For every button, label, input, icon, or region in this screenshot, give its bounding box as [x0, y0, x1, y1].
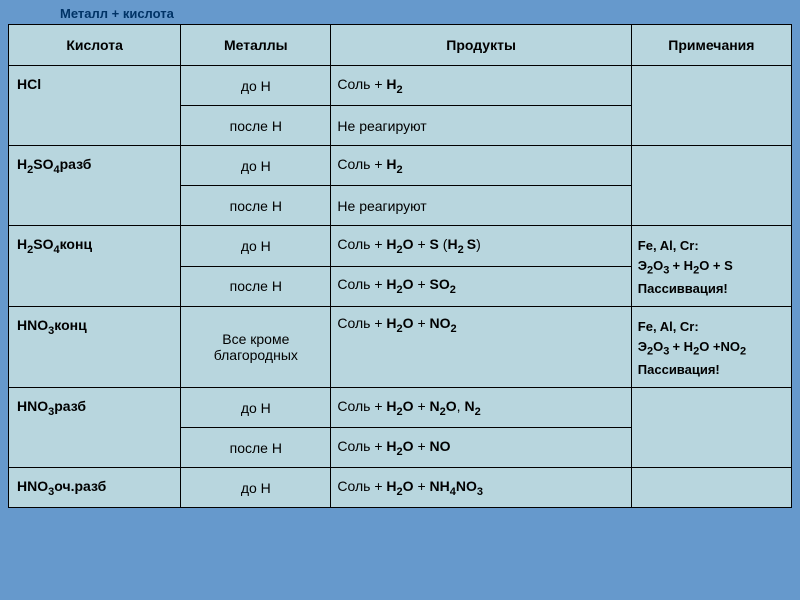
cell-note: [631, 146, 791, 226]
cell-note: [631, 66, 791, 146]
cell-acid: HCl: [9, 66, 181, 146]
cell-product: Соль + H2: [331, 66, 631, 106]
cell-product: Соль + H2O + SO2: [331, 266, 631, 307]
cell-metal: до Н: [181, 226, 331, 267]
cell-metal: до Н: [181, 468, 331, 508]
page-title: Металл + кислота: [60, 6, 792, 21]
cell-metal: после Н: [181, 266, 331, 307]
cell-metal: Все кроме благородных: [181, 307, 331, 388]
table-row: HNO3разбдо НСоль + H2O + N2O, N2: [9, 388, 792, 428]
cell-note: Fe, Al, Cr:Э2О3 + H2O +NO2Пассивация!: [631, 307, 791, 388]
cell-product: Соль + H2O + S (H2 S): [331, 226, 631, 267]
cell-metal: после Н: [181, 428, 331, 468]
cell-acid: H2SO4разб: [9, 146, 181, 226]
header-row: Кислота Металлы Продукты Примечания: [9, 25, 792, 66]
cell-product: Соль + H2O + NH4NO3: [331, 468, 631, 508]
cell-product: Не реагируют: [331, 106, 631, 146]
cell-product: Соль + H2O + NO2: [331, 307, 631, 388]
cell-note: [631, 388, 791, 468]
cell-acid: HNO3конц: [9, 307, 181, 388]
cell-acid: HNO3оч.разб: [9, 468, 181, 508]
th-prod: Продукты: [331, 25, 631, 66]
cell-metal: до Н: [181, 388, 331, 428]
reactions-table: Кислота Металлы Продукты Примечания HClд…: [8, 24, 792, 508]
cell-product: Соль + H2: [331, 146, 631, 186]
table-row: H2SO4концдо НСоль + H2O + S (H2 S)Fe, Al…: [9, 226, 792, 267]
cell-acid: HNO3разб: [9, 388, 181, 468]
table-row: HNO3концВсе кроме благородныхСоль + H2O …: [9, 307, 792, 388]
cell-metal: до Н: [181, 146, 331, 186]
table-row: H2SO4разбдо НСоль + H2: [9, 146, 792, 186]
cell-product: Соль + H2O + NO: [331, 428, 631, 468]
table-row: HNO3оч.разбдо НСоль + H2O + NH4NO3: [9, 468, 792, 508]
th-notes: Примечания: [631, 25, 791, 66]
cell-metal: после Н: [181, 106, 331, 146]
cell-note: Fe, Al, Cr:Э2О3 + H2O + SПассиввация!: [631, 226, 791, 307]
cell-metal: после Н: [181, 186, 331, 226]
cell-product: Соль + H2O + N2O, N2: [331, 388, 631, 428]
cell-acid: H2SO4конц: [9, 226, 181, 307]
cell-product: Не реагируют: [331, 186, 631, 226]
cell-metal: до Н: [181, 66, 331, 106]
th-acid: Кислота: [9, 25, 181, 66]
th-metals: Металлы: [181, 25, 331, 66]
cell-note: [631, 468, 791, 508]
table-row: HClдо НСоль + H2: [9, 66, 792, 106]
